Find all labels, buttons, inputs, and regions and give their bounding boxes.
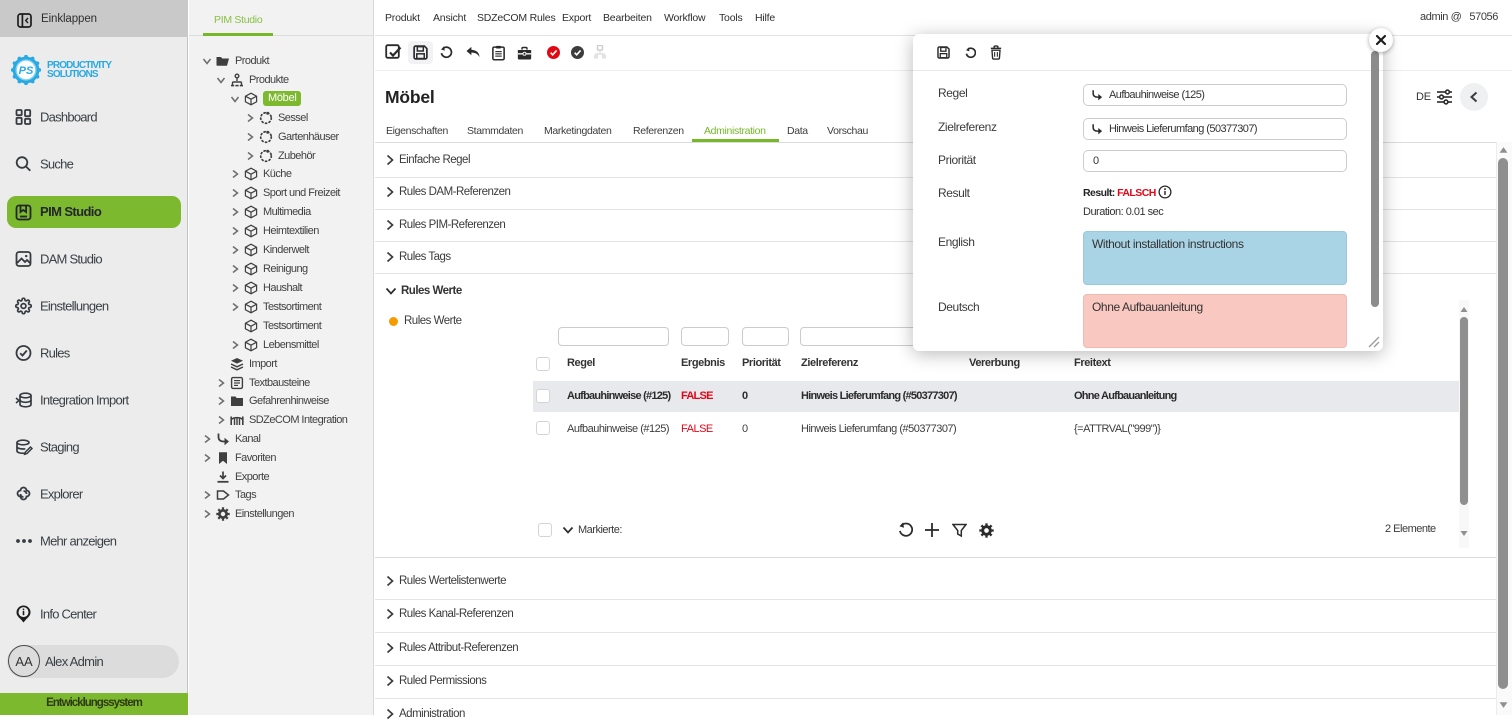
svg-text:PS: PS <box>19 65 34 77</box>
